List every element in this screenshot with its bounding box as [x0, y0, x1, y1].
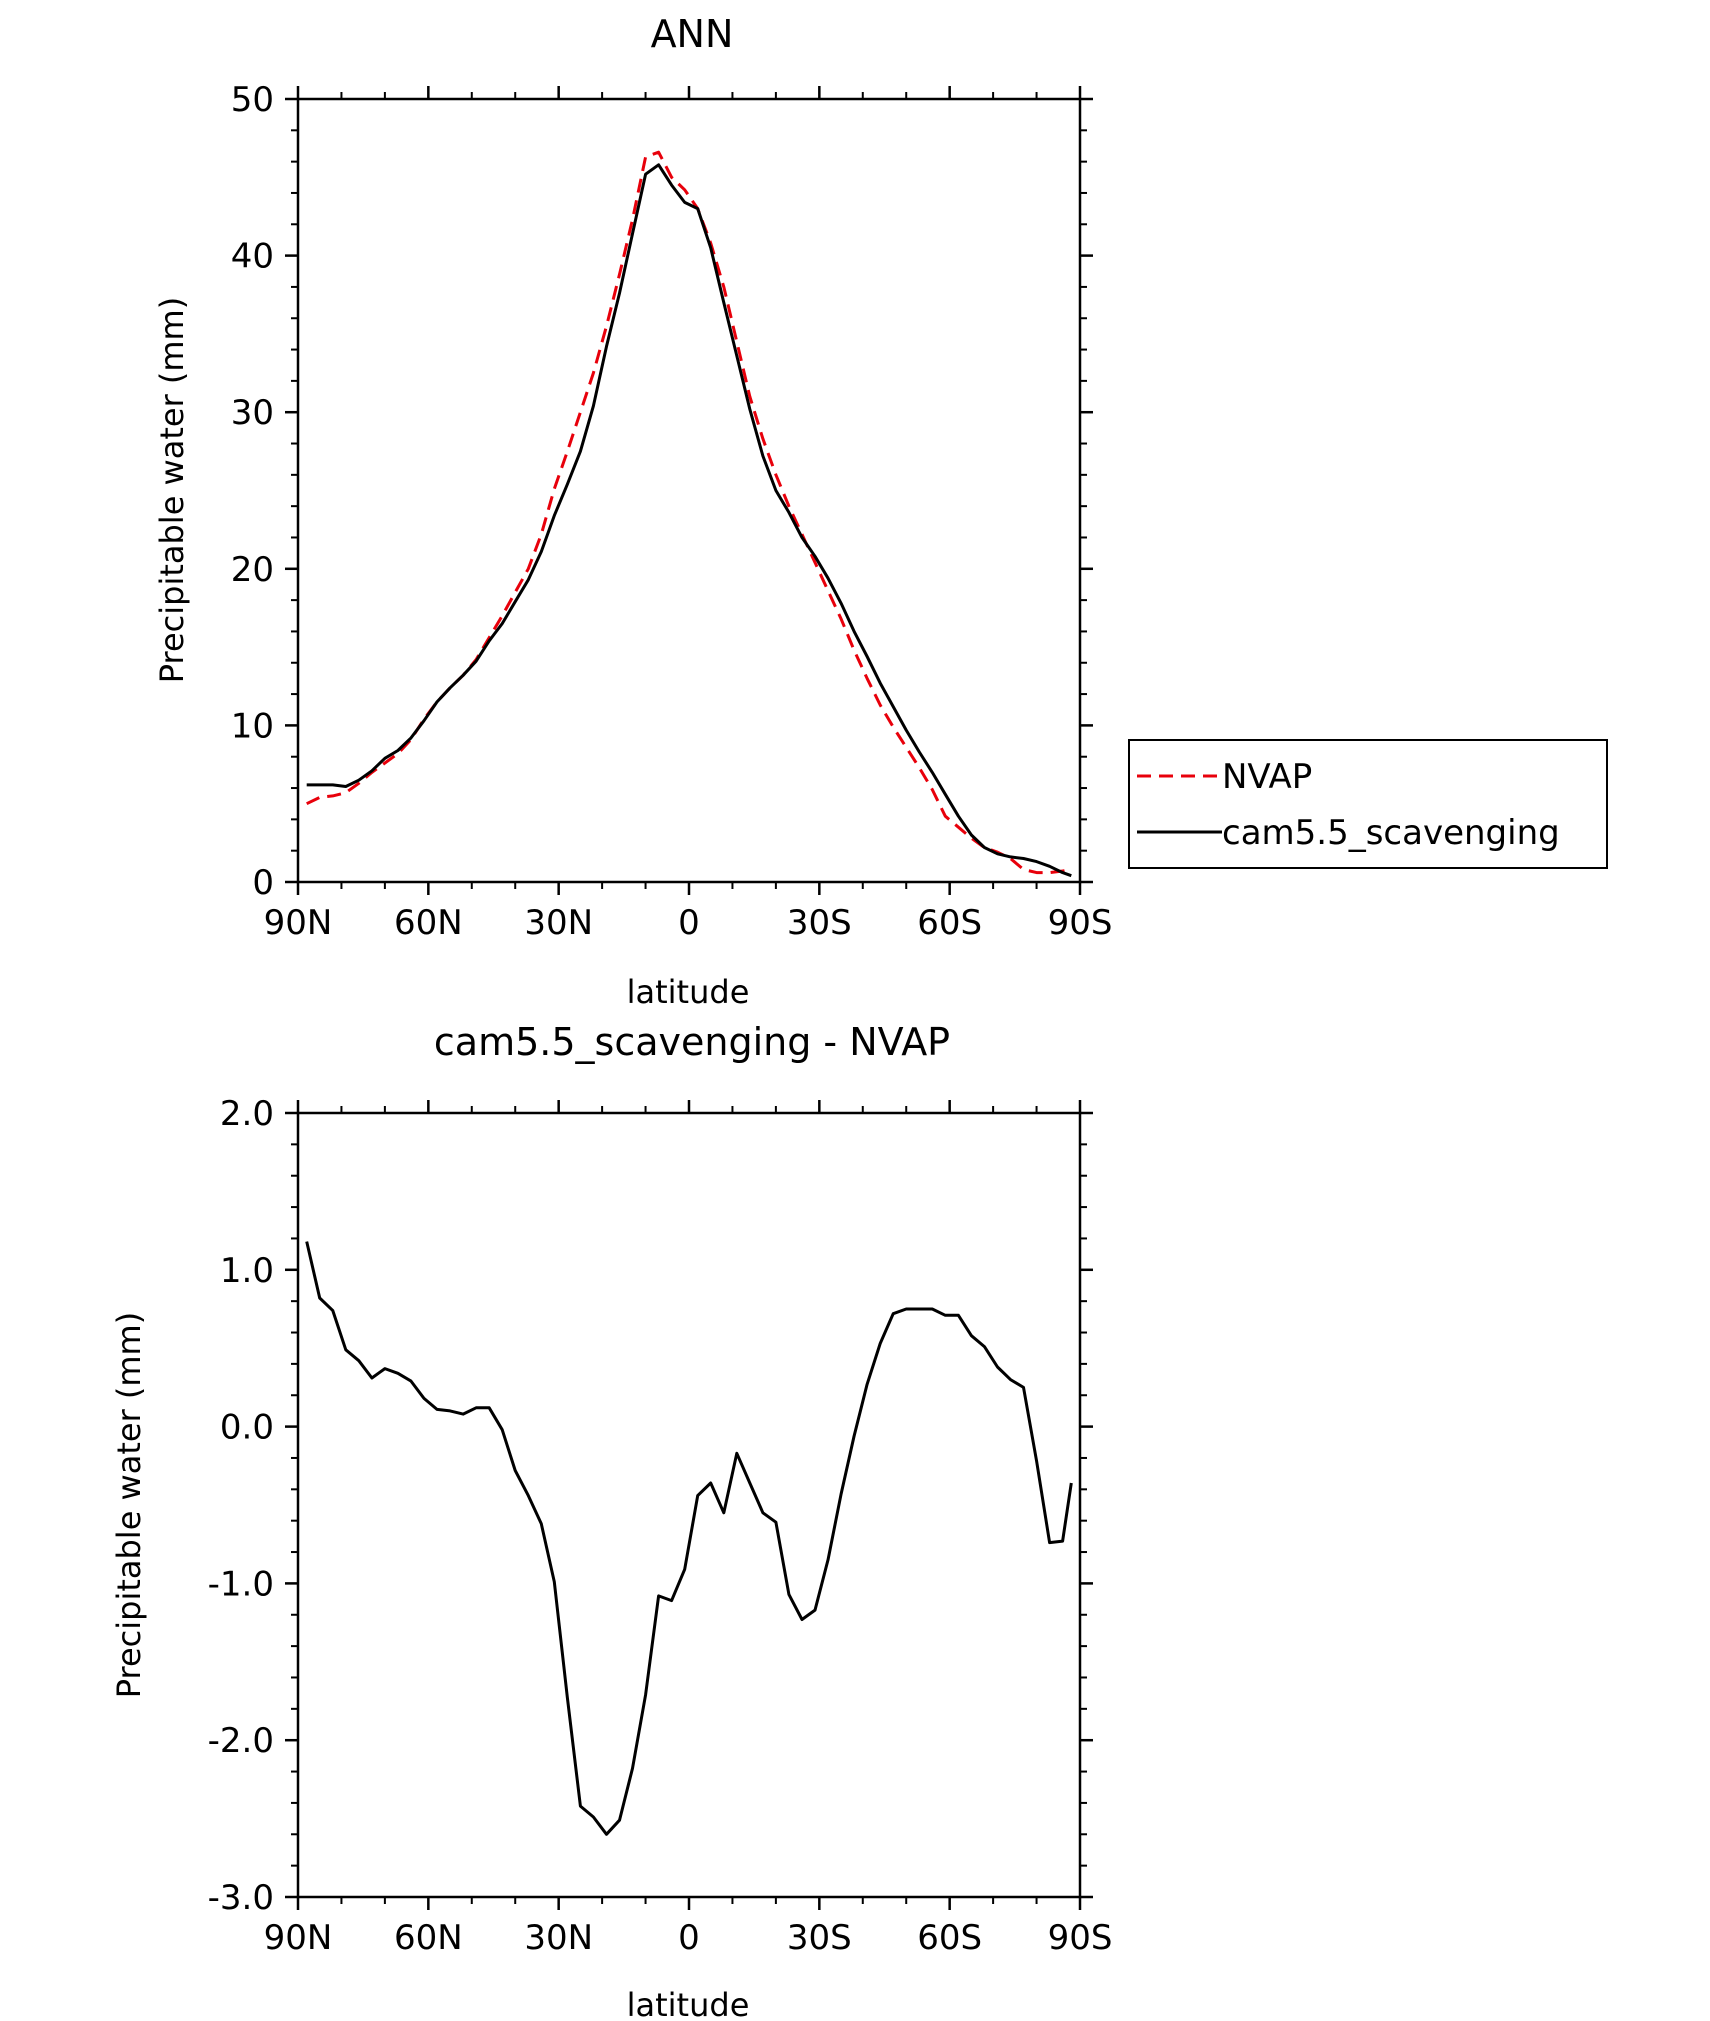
legend-entry-cam: cam5.5_scavenging [1222, 813, 1560, 853]
series-line-0 [305, 1241, 1073, 1836]
axis-ticks: 90N 60N 30N 0 30S 60S 90S -3.0 -2.0 -1.0 0.0 1.0 2.0 [208, 1094, 1113, 1958]
y-axis-label: Precipitable water (mm) [110, 1312, 148, 1698]
y-tick-label: 20 [231, 550, 274, 590]
x-tick-label: 90S [1048, 1918, 1113, 1958]
y-tick-label: 40 [231, 237, 274, 277]
axis-ticks: 90N 60N 30N 0 30S 60S 90S 0 10 20 30 40 50 [231, 80, 1113, 943]
x-axis-label: latitude [627, 1986, 750, 2021]
series-line-cam5-5-scavenging [306, 163, 1072, 878]
panel-annual-mean: ANN 90N 60N 30N 0 30S 60S 90S 0 10 20 30 40 50 latit… [153, 12, 1608, 1011]
x-tick-label: 60N [394, 1918, 463, 1958]
x-tick-label: 30S [787, 903, 852, 943]
x-tick-label: 60N [394, 903, 463, 943]
y-tick-label: 50 [231, 80, 274, 120]
legend-entry-nvap: NVAP [1222, 757, 1312, 797]
x-tick-label: 30N [524, 903, 593, 943]
y-tick-label: 30 [231, 393, 274, 433]
y-tick-label: -3.0 [208, 1878, 274, 1918]
x-axis-label: latitude [627, 973, 750, 1011]
x-tick-label: 30S [787, 1918, 852, 1958]
series-lines [305, 1241, 1073, 1836]
plot-frame [296, 1111, 1082, 1899]
legend: NVAP cam5.5_scavenging [1128, 739, 1608, 869]
legend-box [1128, 739, 1608, 869]
x-tick-label: 30N [524, 1918, 593, 1958]
y-tick-label: 2.0 [220, 1094, 274, 1134]
y-tick-label: -1.0 [208, 1564, 274, 1604]
panel-title: cam5.5_scavenging - NVAP [434, 1020, 950, 1064]
x-tick-label: 90N [264, 1918, 333, 1958]
panel-title: ANN [651, 12, 734, 56]
y-tick-label: -2.0 [208, 1721, 274, 1761]
x-tick-label: 60S [917, 1918, 982, 1958]
series-lines [306, 150, 1072, 878]
plot-frame [296, 97, 1082, 884]
series-line-nvap [306, 150, 1072, 875]
x-tick-label: 90S [1048, 903, 1113, 943]
y-tick-label: 1.0 [220, 1251, 274, 1291]
x-tick-label: 0 [678, 903, 700, 943]
x-tick-label: 90N [264, 903, 333, 943]
y-tick-label: 10 [231, 706, 274, 746]
y-tick-label: 0 [252, 863, 274, 903]
x-tick-label: 60S [917, 903, 982, 943]
panel-difference: cam5.5_scavenging - NVAP 90N 60N 30N 0 30S 60… [110, 1020, 1112, 2021]
y-axis-label: Precipitable water (mm) [153, 297, 191, 683]
y-tick-label: 0.0 [220, 1408, 274, 1448]
x-tick-label: 0 [678, 1918, 700, 1958]
